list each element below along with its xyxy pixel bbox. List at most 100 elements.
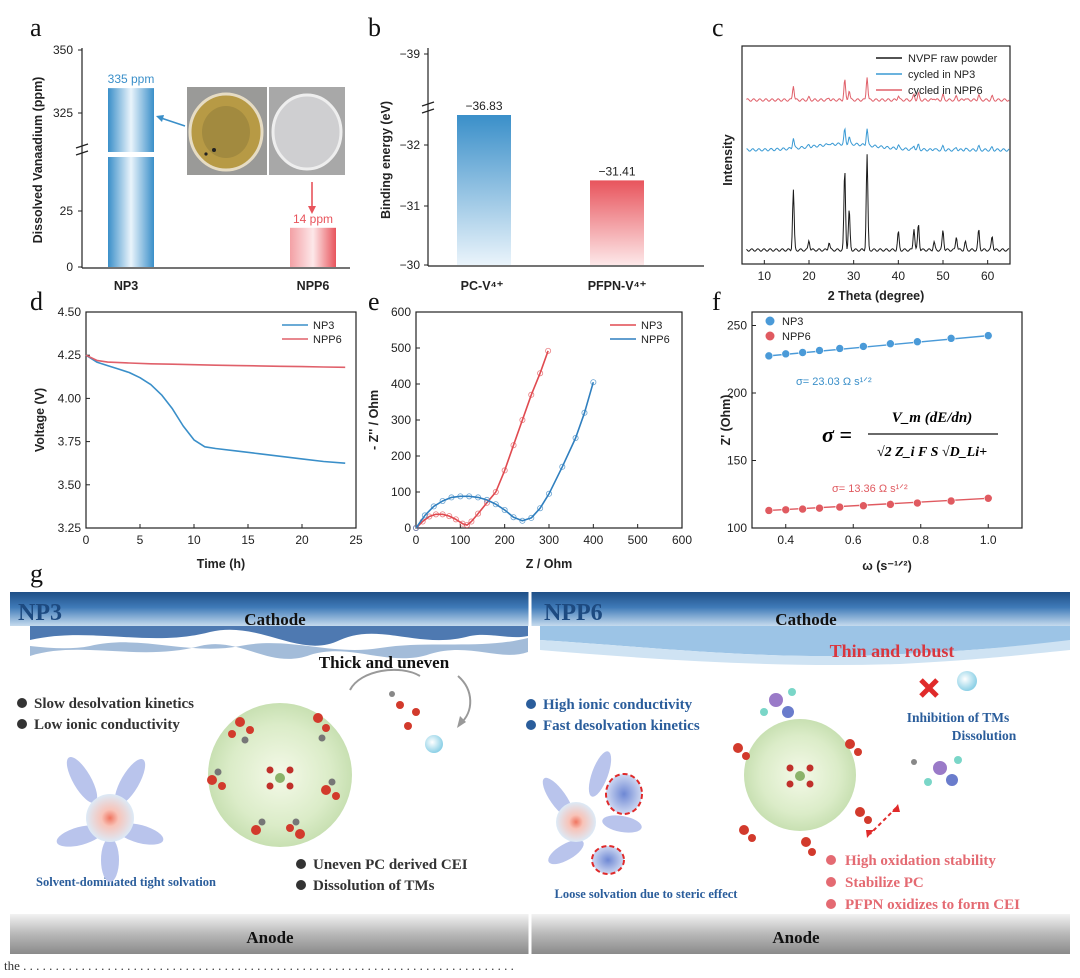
legend-npp6: NPP6 xyxy=(641,334,670,346)
xtick-label: 0.4 xyxy=(777,533,794,547)
xtick-label: 0.8 xyxy=(912,533,929,547)
panel-d-ticks: 0 5 10 15 20 25 3.25 3.50 3.75 4.00 4.25 4.50 xyxy=(58,305,363,547)
panel-b: b Binding energy (eV) −39 −32 −31 −30 −3… xyxy=(368,13,704,293)
a-ytick: 350 xyxy=(53,43,73,57)
eis-point xyxy=(528,391,535,398)
b-xtick: PFPN-V⁴⁺ xyxy=(588,279,647,293)
xtick-label: 1.0 xyxy=(980,533,997,547)
a-ytick: 25 xyxy=(60,204,74,218)
panel-e-ticks: 0 100 200 300 400 500 600 0 100 200 300 400 500 600 xyxy=(391,305,692,547)
g-right-inhibit: Inhibition of TMs xyxy=(907,710,1010,725)
g-right-anode: Anode xyxy=(772,928,820,947)
panel-d-legend: NP3 NPP6 xyxy=(282,320,342,346)
panel-f: f Z' (Ohm) 0.4 0.6 0.8 1.0 100 150 200 250 ω (s… xyxy=(712,287,1023,573)
bar-1 xyxy=(590,180,644,265)
equation-lhs: σ = xyxy=(822,422,852,447)
g-left-anode: Anode xyxy=(246,928,294,947)
panel-f-xlabel: ω (s⁻¹ᐟ²) xyxy=(862,559,912,573)
data-point-np3 xyxy=(815,346,824,355)
data-point-np3 xyxy=(835,344,845,353)
xtick-label: 5 xyxy=(137,533,144,547)
equation-numerator: V_m (dE/dn) xyxy=(892,410,972,426)
npp6-electrode xyxy=(271,93,343,171)
panel-e-xlabel: Z / Ohm xyxy=(526,557,573,571)
c-xtick: 30 xyxy=(847,269,861,283)
data-point-npp6 xyxy=(835,502,845,512)
legend-np3: NP3 xyxy=(782,316,803,328)
bar-np3 xyxy=(108,88,154,267)
g-left-bullet: Dissolution of TMs xyxy=(313,878,435,894)
axis-break-gap xyxy=(104,152,158,157)
ytick-label: 500 xyxy=(391,341,411,355)
xtick-label: 0 xyxy=(413,533,420,547)
panel-d: d Voltage (V) 0 5 10 15 20 25 3.25 3.50 3.75 4.00… xyxy=(30,287,363,571)
eis-point xyxy=(439,497,446,504)
xrd-line-2 xyxy=(746,77,1010,102)
panel-e-legend: NP3 NPP6 xyxy=(610,320,670,346)
ytick-label: 300 xyxy=(391,413,411,427)
data-point-npp6 xyxy=(764,506,774,515)
b-ytick: −32 xyxy=(400,138,421,152)
g-left-bullet: Slow desolvation kinetics xyxy=(34,696,194,712)
panel-a: a Dissolved Vanaadium (ppm) 350 325 25 0… xyxy=(30,13,350,293)
xtick-label: 300 xyxy=(539,533,559,547)
ytick-label: 4.00 xyxy=(58,391,82,405)
data-point-np3 xyxy=(781,349,791,359)
bar-data-label: 14 ppm xyxy=(293,212,333,226)
c-xtick: 10 xyxy=(758,269,772,283)
g-right-bullet: PFPN oxidizes to form CEI xyxy=(845,897,1020,913)
ytick-label: 100 xyxy=(391,485,411,499)
data-point-np3 xyxy=(886,339,895,349)
bar-data-label: 335 ppm xyxy=(108,72,155,86)
voltage-line-np3 xyxy=(85,354,346,464)
legend-cycled-npp6: cycled in NPP6 xyxy=(908,85,983,97)
panel-e: e - Z'' / Ohm 0 100 200 300 400 500 600 0 100 200… xyxy=(367,287,692,571)
panel-e-lines xyxy=(412,347,597,532)
pc-molecules xyxy=(733,739,872,856)
g-left-cathode: Cathode xyxy=(244,610,306,629)
panel-f-lines xyxy=(764,331,993,515)
bar-data-label: −36.83 xyxy=(465,99,502,113)
equation-denominator: √2 Z_i F S √D_Li+ xyxy=(877,445,987,460)
data-point-np3 xyxy=(859,342,868,351)
xtick-label: 25 xyxy=(349,533,363,547)
data-point-npp6 xyxy=(913,498,922,508)
panel-c-xticks: 10 20 30 40 50 60 xyxy=(758,260,995,283)
a-xtick: NP3 xyxy=(114,279,138,293)
g-right-bullet: High oxidation stability xyxy=(845,853,996,869)
a-ytick: 325 xyxy=(53,106,73,120)
xtick-label: 0.6 xyxy=(845,533,862,547)
ytick-label: 250 xyxy=(727,319,747,333)
eis-point xyxy=(452,516,459,523)
data-point-npp6 xyxy=(798,504,807,514)
tight-solvation-icon xyxy=(56,757,164,882)
pf6-anion xyxy=(266,766,294,790)
interaction-arrow xyxy=(869,807,897,835)
xtick-label: 15 xyxy=(241,533,255,547)
panel-letter-b: b xyxy=(368,13,381,42)
panel-b-bars: −36.83 −31.41 xyxy=(457,99,644,265)
ytick-label: 3.50 xyxy=(58,478,82,492)
ytick-label: 600 xyxy=(391,305,411,319)
ytick-label: 0 xyxy=(404,521,411,535)
data-point-np3 xyxy=(764,351,774,361)
panel-c: c Intensity 10 20 30 40 50 60 2 Theta (degree… xyxy=(712,13,1011,303)
eis-point xyxy=(510,442,517,449)
legend-np3: NP3 xyxy=(313,320,334,332)
tm-ion-drop xyxy=(425,735,443,753)
figure-caption: the . . . . . . . . . . . . . . . . . . … xyxy=(4,958,514,973)
legend-npp6: NPP6 xyxy=(313,334,342,346)
ytick-label: 200 xyxy=(727,386,747,400)
bar-data-label: −31.41 xyxy=(598,164,635,178)
c-xtick: 50 xyxy=(936,269,950,283)
xtick-label: 100 xyxy=(450,533,470,547)
eis-point xyxy=(412,525,419,532)
panel-c-xlabel: 2 Theta (degree) xyxy=(828,289,925,303)
panel-letter-f: f xyxy=(712,287,721,316)
ytick-label: 3.75 xyxy=(58,435,82,449)
cei-thick xyxy=(30,626,528,646)
sigma-np3: σ= 23.03 Ω s¹ᐟ² xyxy=(796,376,872,388)
panel-d-xlabel: Time (h) xyxy=(197,557,245,571)
loose-solvation-icon xyxy=(542,751,643,875)
c-xtick: 60 xyxy=(981,269,995,283)
